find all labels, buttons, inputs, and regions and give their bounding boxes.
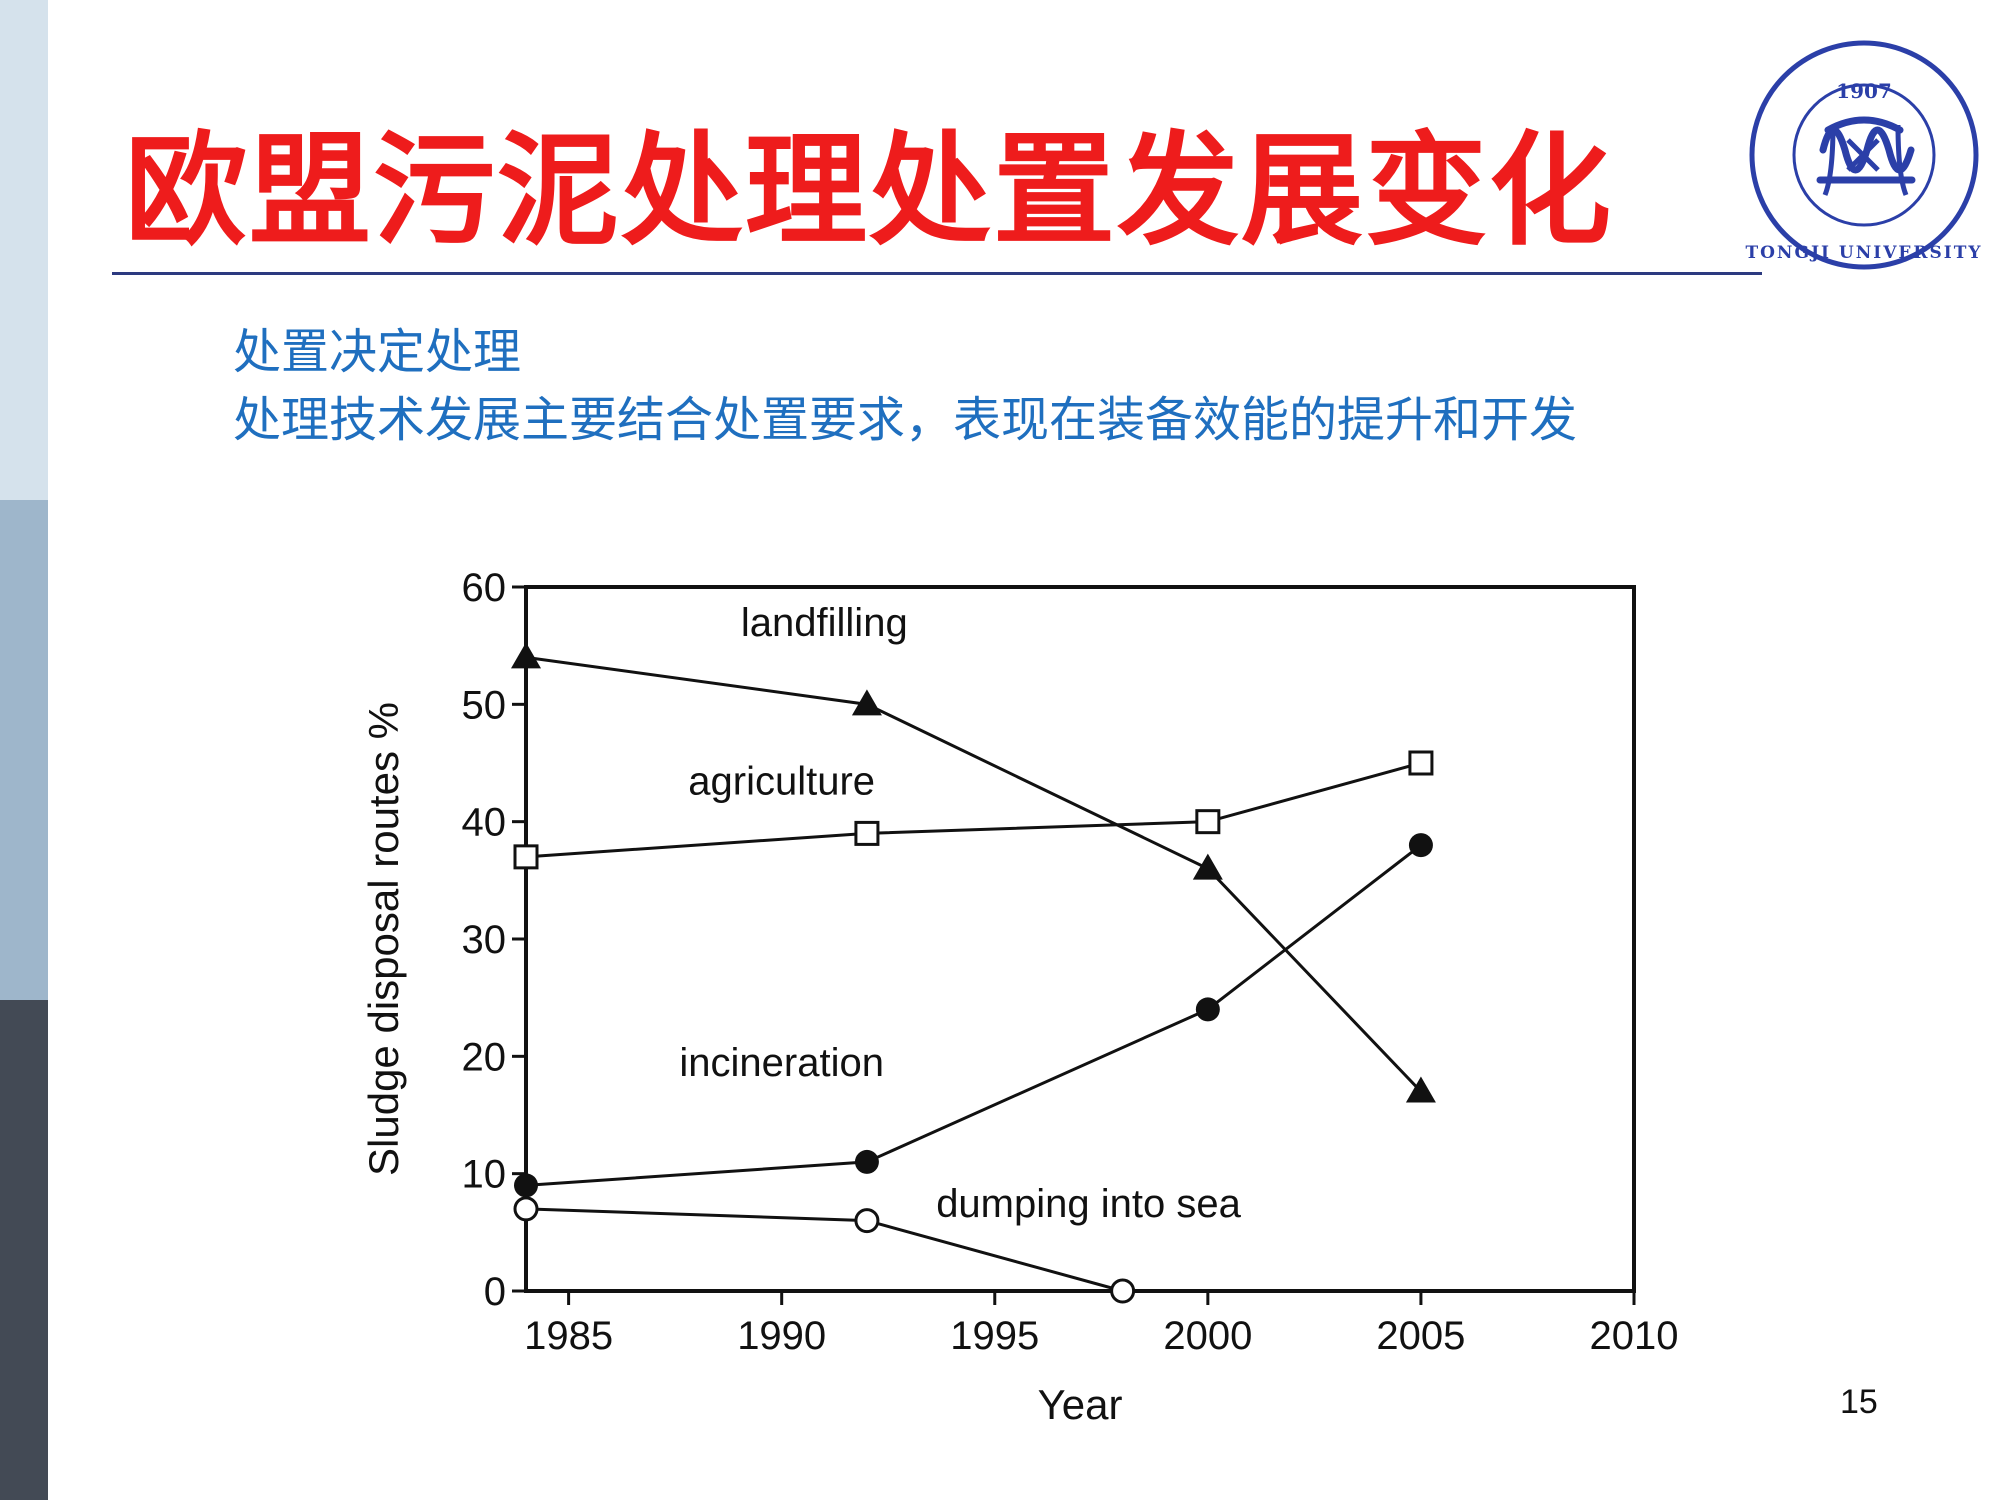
y-tick-label: 60 [462,566,507,610]
y-tick-label: 40 [462,801,507,845]
data-point-1-2 [1195,809,1221,835]
data-point-2-0 [514,1173,538,1198]
subtitle-line-1: 处置决定处理 [233,324,522,380]
x-tick-label: 2005 [1376,1314,1465,1358]
series-line-2 [525,843,1422,1187]
y-tick-label: 30 [462,918,507,962]
subtitle-line-2: 处理技术发展主要结合处置要求，表现在装备效能的提升和开发 [233,392,1578,448]
page-number: 15 [1840,1383,1878,1421]
data-point-1-1 [854,820,880,846]
slide-title: 欧盟污泥处理处置发展变化 [125,120,1613,262]
y-axis-title: Sludge disposal routes % [360,702,407,1176]
data-point-0-2 [1192,853,1223,880]
series-label-2: incineration [679,1041,884,1085]
x-tick-label: 2000 [1163,1314,1252,1358]
y-tick-label: 20 [462,1035,507,1079]
data-point-0-0 [511,642,541,669]
side-band-light [0,0,48,500]
x-tick-label: 2010 [1590,1314,1679,1358]
series-markers [511,642,1436,1304]
y-tick-label: 0 [484,1270,506,1314]
x-tick-label: 1995 [950,1314,1039,1358]
side-band-dark [0,1000,48,1500]
series-label-3: dumping into sea [936,1182,1241,1226]
data-point-1-0 [513,844,539,870]
data-point-0-1 [851,689,882,716]
series-line-0 [525,655,1423,1093]
side-band-mid [0,500,48,1000]
series-label-1: agriculture [688,760,875,804]
x-axis-ticks: 1985 1990 1995 2000 2005 2010 [524,1291,1678,1358]
y-tick-label: 50 [462,683,507,727]
title-divider [112,272,1762,275]
series-label-0: landfilling [741,601,908,645]
data-point-0-3 [1405,1076,1436,1103]
sludge-disposal-line-chart: 0 10 20 30 40 50 60 1985 1990 1995 2000 2005 2010 l… [360,566,1678,1428]
seal-year: 1907 [1836,79,1892,103]
data-point-2-2 [1195,997,1220,1022]
x-tick-label: 1985 [524,1314,613,1358]
seal-name: TONGJI UNIVERSITY [1745,243,1982,263]
data-point-3-2 [1110,1278,1136,1304]
y-tick-label: 10 [462,1153,507,1197]
x-axis-title: Year [1038,1381,1123,1428]
x-tick-label: 1990 [737,1314,826,1358]
data-point-3-0 [513,1196,539,1222]
data-point-1-3 [1408,750,1434,776]
data-point-2-1 [854,1149,879,1174]
university-seal-logo: 1907 TONGJI UNIVERSITY [1745,40,1982,270]
data-point-2-3 [1408,833,1433,858]
series-line-1 [525,761,1422,859]
series-labels: landfilling agriculture incineration dumpin… [679,601,1241,1226]
y-axis-ticks: 0 10 20 30 40 50 60 [462,566,526,1314]
data-point-3-1 [854,1208,880,1234]
